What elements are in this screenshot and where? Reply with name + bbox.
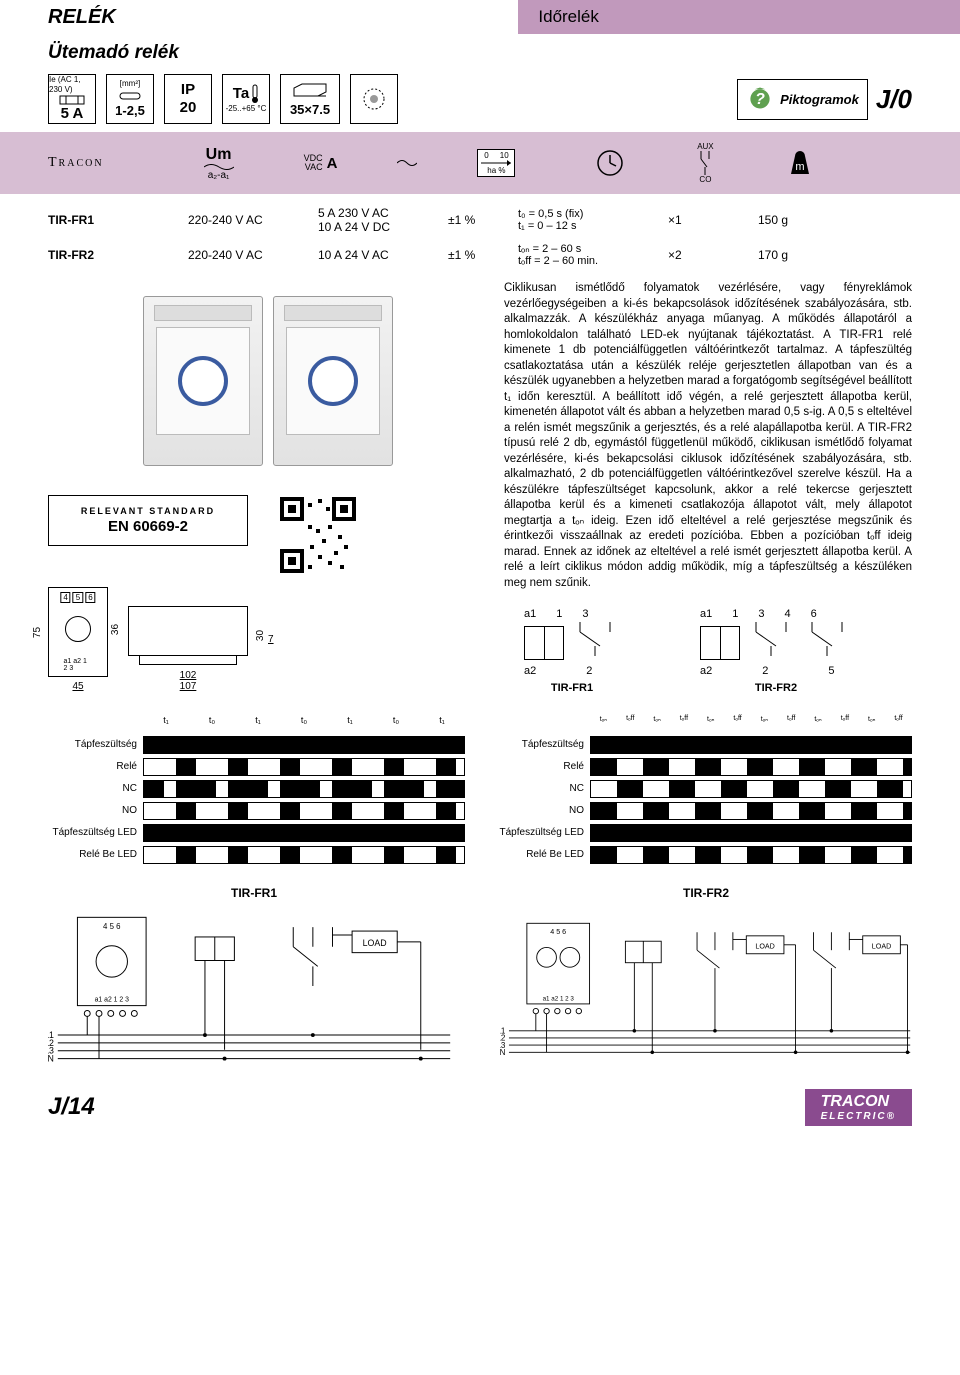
svg-text:?: ? [755,91,765,108]
mid-left-col: RELEVANT STANDARD EN 60669-2 456 a1 a2 1… [48,281,488,696]
subcategory: Időrelék [538,7,598,26]
table-row: TIR-FR2 220-240 V AC 10 A 24 V AC ±1 % t… [48,238,900,271]
symbol-fr1: a1 1 3 a2 2 TIR-FR1 [524,607,620,696]
timing-fr2: tₒₙtₒfftₒₙtₒfftₒₙtₒfftₒₙtₒfftₒₙtₒfftₒₙtₒ… [495,712,912,866]
col-um: Um a₂-a₁ [204,146,234,181]
footer-logo: TRACON ELECTRIC® [805,1089,912,1126]
icon-rail: 35×7.5 [280,74,340,124]
product-photo [48,281,488,481]
conn-fr1: TIR-FR1 4 5 6 a1 a2 1 2 3 LOAD L1 L2 L3 … [48,886,460,1069]
svg-text:a1 a2 1 2 3: a1 a2 1 2 3 [543,995,575,1002]
header-bar: RELÉK Időrelék [0,0,960,34]
page-footer: J/14 TRACON ELECTRIC® [0,1089,960,1138]
mid-section: RELEVANT STANDARD EN 60669-2 456 a1 a2 1… [0,271,960,696]
page-number: J/14 [48,1093,95,1121]
svg-text:4 5 6: 4 5 6 [103,922,121,931]
svg-text:N: N [500,1048,506,1057]
timing-fr1: t₁t₀t₁t₀t₁t₀t₁ Tápfeszültség Relé NC NO … [48,712,465,866]
svg-text:a1 a2 1 2 3: a1 a2 1 2 3 [95,997,130,1004]
product-family: Ütemadó relék [0,34,960,74]
wire-icon [116,89,144,103]
qr-code-icon [278,495,358,575]
col-vdc-vac: VDC VAC A [304,154,338,172]
relay-coil-icon [58,94,86,105]
symbol-fr2: a1 1 3 4 6 a2 2 5 TIR-FR2 [700,607,852,696]
description-text: Ciklikusan ismétlődő folyamatok vezérlés… [504,281,912,696]
din-rail-icon [290,80,330,102]
table-row: TIR-FR1 220-240 V AC 5 A 230 V AC 10 A 2… [48,202,900,238]
header-left: RELÉK [0,0,518,34]
weight-icon: m [785,148,815,178]
svg-text:LOAD: LOAD [872,942,892,950]
seal-icon [359,84,389,114]
standard-box: RELEVANT STANDARD EN 60669-2 [48,495,248,546]
brand-label: Tracon [48,155,104,171]
icon-ta: Ta -25..+65 °C [222,74,270,124]
header-right: Időrelék [518,7,960,27]
svg-text:4 5 6: 4 5 6 [550,928,566,936]
icon-mm2: [mm²] 1-2,5 [106,74,154,124]
category-title: RELÉK [48,6,116,29]
question-icon: ? [746,84,774,115]
svg-text:LOAD: LOAD [363,938,387,948]
dimension-drawings: 456 a1 a2 1 2 3 75 45 36 30 102 107 7 [48,587,488,692]
clock-icon [595,148,625,178]
range-icon: 0 10 ha % [477,149,515,177]
relay-photo-2 [273,296,393,466]
piktogram-badge: ? Piktogramok [737,79,868,120]
thermometer-icon [251,84,259,104]
spec-header-band: Tracon Um a₂-a₁ VDC VAC A 0 10 ha % AUX … [0,132,960,194]
section-code: J/0 [876,84,912,115]
contact-symbols: a1 1 3 a2 2 TIR-FR1 a1 1 3 [504,607,912,696]
icon-sealed [350,74,398,124]
icon-ie: Ie (AC 1, 230 V) 5 A [48,74,96,124]
conn-fr2: TIR-FR2 4 5 6 a1 a2 1 2 3 LOAD LOAD L1 L… [500,886,912,1069]
icon-strip: Ie (AC 1, 230 V) 5 A [mm²] 1-2,5 IP 20 T… [0,74,960,132]
wave-icon [397,158,417,168]
cap-cell: 5 A 230 V AC 10 A 24 V DC [318,206,448,234]
svg-text:LOAD: LOAD [755,942,775,950]
svg-text:N: N [48,1053,54,1063]
front-view: 456 a1 a2 1 2 3 [48,587,108,677]
aux-co-icon: AUX CO [695,142,715,184]
side-view [128,606,248,656]
icon-ip: IP 20 [164,74,212,124]
timing-diagrams: t₁t₀t₁t₀t₁t₀t₁ Tápfeszültség Relé NC NO … [0,696,960,866]
relay-photo-1 [143,296,263,466]
piktogram-block: ? Piktogramok J/0 [737,79,912,120]
connection-diagrams: TIR-FR1 4 5 6 a1 a2 1 2 3 LOAD L1 L2 L3 … [0,866,960,1089]
spec-table: TIR-FR1 220-240 V AC 5 A 230 V AC 10 A 2… [0,194,960,271]
svg-text:m: m [796,161,805,173]
